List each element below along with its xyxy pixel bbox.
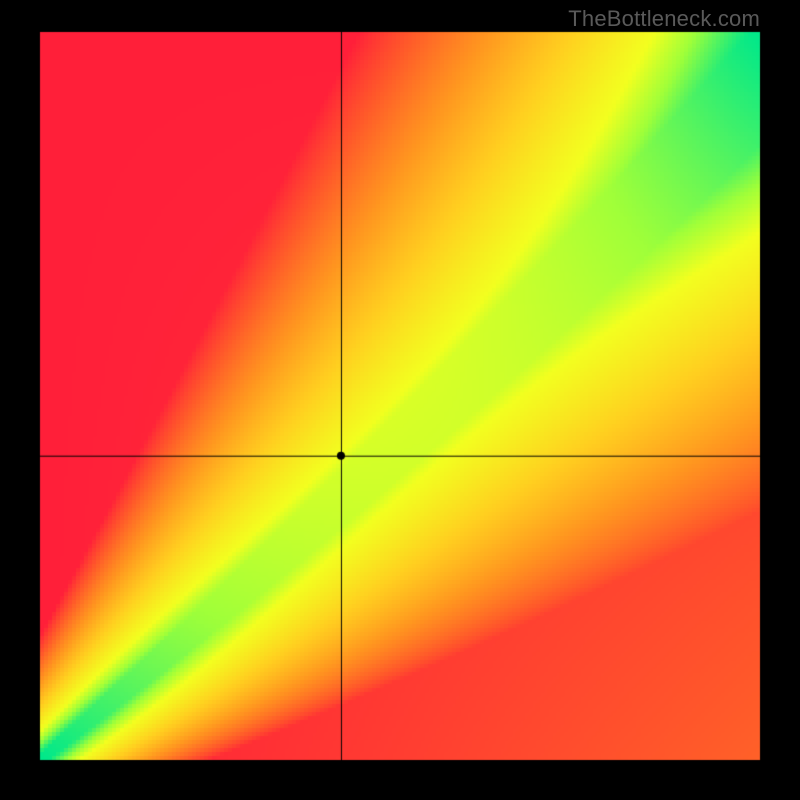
watermark-text: TheBottleneck.com — [568, 6, 760, 32]
bottleneck-heatmap — [0, 0, 800, 800]
chart-frame: { "watermark": { "text": "TheBottleneck.… — [0, 0, 800, 800]
